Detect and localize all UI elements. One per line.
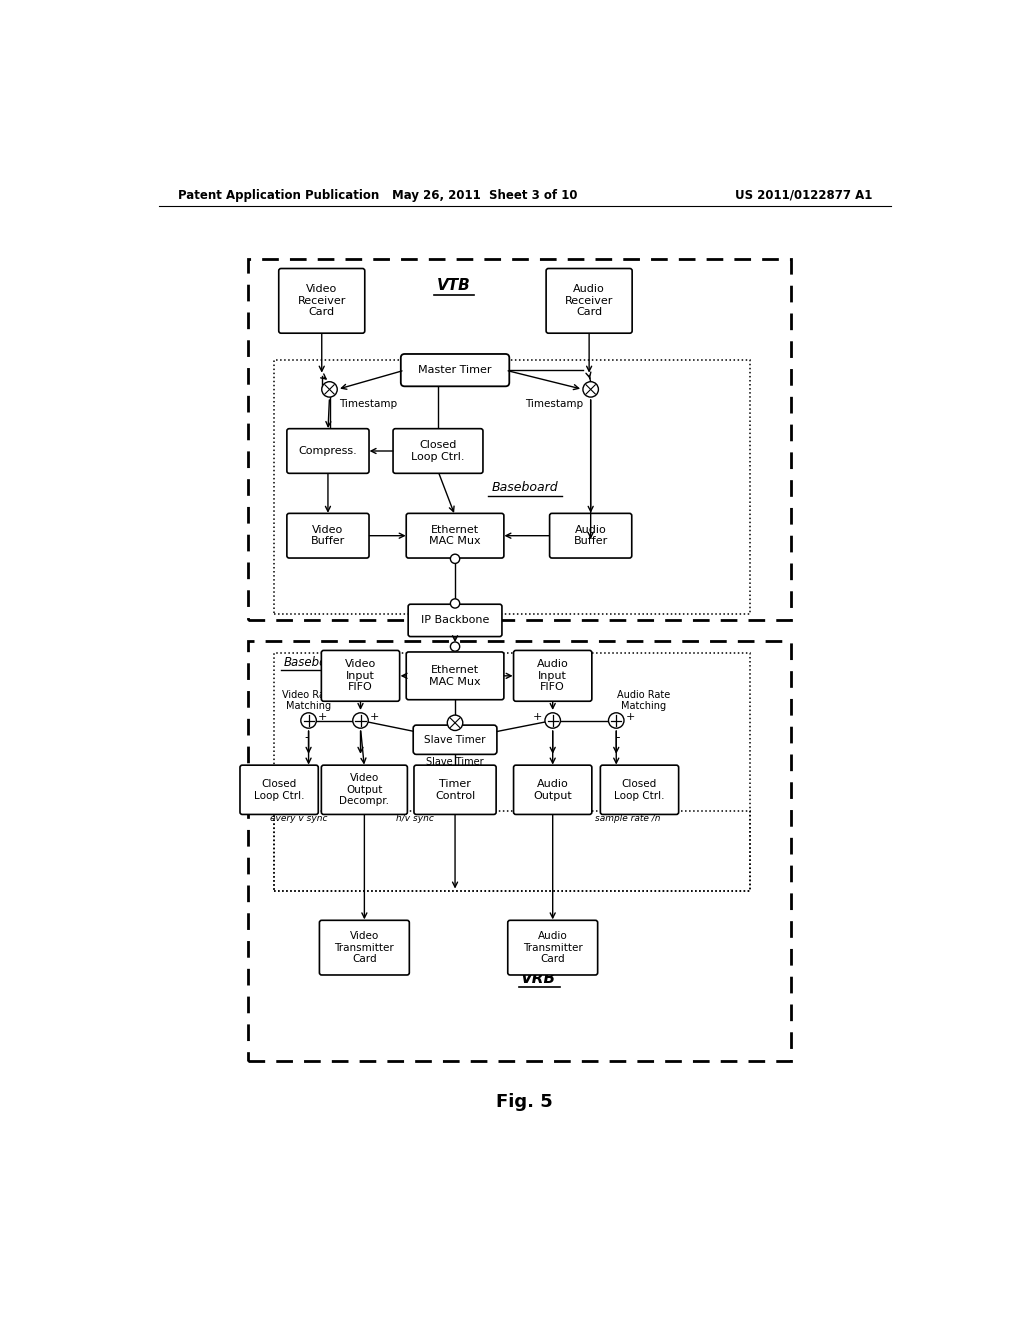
Text: Slave Timer: Slave Timer (426, 756, 484, 767)
FancyBboxPatch shape (508, 920, 598, 975)
FancyBboxPatch shape (322, 651, 399, 701)
Bar (273, 653, 750, 891)
Text: Master Timer: Master Timer (418, 366, 492, 375)
FancyBboxPatch shape (514, 766, 592, 814)
Text: Audio Rate
Matching: Audio Rate Matching (616, 689, 670, 711)
Circle shape (447, 715, 463, 730)
FancyBboxPatch shape (409, 605, 502, 636)
Text: IP Backbone: IP Backbone (421, 615, 489, 626)
Text: Audio
Output: Audio Output (534, 779, 572, 801)
Text: Video
Receiver
Card: Video Receiver Card (298, 284, 346, 317)
Text: +: + (626, 713, 635, 722)
Circle shape (583, 381, 598, 397)
Text: Timer
Control: Timer Control (435, 779, 475, 801)
Text: Closed
Loop Ctrl.: Closed Loop Ctrl. (614, 779, 665, 801)
Text: Video
Buffer: Video Buffer (311, 525, 345, 546)
Text: Fig. 5: Fig. 5 (497, 1093, 553, 1110)
Text: Slave Timer: Slave Timer (424, 735, 485, 744)
Text: Video
Input
FIFO: Video Input FIFO (345, 659, 376, 693)
Text: VRB: VRB (521, 972, 556, 986)
Circle shape (352, 713, 369, 729)
FancyBboxPatch shape (400, 354, 509, 387)
Text: Baseboard: Baseboard (492, 482, 558, 495)
Text: Video Rate
Matching: Video Rate Matching (283, 689, 335, 711)
Circle shape (322, 381, 337, 397)
Text: Ethernet
MAC Mux: Ethernet MAC Mux (429, 665, 481, 686)
FancyBboxPatch shape (319, 920, 410, 975)
Text: VTB: VTB (436, 279, 470, 293)
Text: Timestamp: Timestamp (339, 400, 397, 409)
FancyBboxPatch shape (414, 766, 496, 814)
FancyBboxPatch shape (514, 651, 592, 701)
Text: +: + (370, 713, 379, 722)
FancyBboxPatch shape (287, 513, 369, 558)
FancyBboxPatch shape (393, 429, 483, 474)
Text: Audio
Buffer: Audio Buffer (573, 525, 608, 546)
Circle shape (545, 713, 560, 729)
Text: +: + (317, 713, 328, 722)
Circle shape (451, 642, 460, 651)
Text: Closed
Loop Ctrl.: Closed Loop Ctrl. (254, 779, 304, 801)
Bar (248, 259, 791, 620)
Bar (273, 810, 750, 891)
Text: Audio
Receiver
Card: Audio Receiver Card (565, 284, 613, 317)
FancyBboxPatch shape (287, 429, 369, 474)
Text: Baseboard: Baseboard (284, 656, 347, 669)
Bar (273, 360, 750, 614)
Circle shape (608, 713, 624, 729)
Text: Timestamp: Timestamp (525, 400, 584, 409)
Text: h/v sync: h/v sync (396, 814, 434, 824)
Text: Compress.: Compress. (299, 446, 357, 455)
Text: every v sync: every v sync (269, 814, 328, 824)
Circle shape (451, 599, 460, 609)
FancyBboxPatch shape (546, 268, 632, 333)
FancyBboxPatch shape (407, 513, 504, 558)
Text: -: - (615, 731, 621, 744)
Text: May 26, 2011  Sheet 3 of 10: May 26, 2011 Sheet 3 of 10 (392, 189, 578, 202)
FancyBboxPatch shape (240, 766, 318, 814)
FancyBboxPatch shape (407, 652, 504, 700)
Text: Audio
Transmitter
Card: Audio Transmitter Card (523, 931, 583, 964)
FancyBboxPatch shape (600, 766, 679, 814)
Text: Ethernet
MAC Mux: Ethernet MAC Mux (429, 525, 481, 546)
Text: +: + (532, 713, 542, 722)
Text: sample rate /n: sample rate /n (595, 814, 660, 824)
FancyBboxPatch shape (322, 766, 408, 814)
Text: US 2011/0122877 A1: US 2011/0122877 A1 (734, 189, 872, 202)
Text: Patent Application Publication: Patent Application Publication (178, 189, 380, 202)
Text: Closed
Loop Ctrl.: Closed Loop Ctrl. (412, 440, 465, 462)
Text: Video
Output
Decompr.: Video Output Decompr. (339, 774, 389, 807)
FancyBboxPatch shape (414, 725, 497, 755)
Text: -: - (305, 731, 309, 744)
FancyBboxPatch shape (550, 513, 632, 558)
Text: Video
Transmitter
Card: Video Transmitter Card (335, 931, 394, 964)
Circle shape (301, 713, 316, 729)
Circle shape (451, 554, 460, 564)
FancyBboxPatch shape (279, 268, 365, 333)
Bar (248, 642, 791, 1061)
Text: Audio
Input
FIFO: Audio Input FIFO (537, 659, 568, 693)
